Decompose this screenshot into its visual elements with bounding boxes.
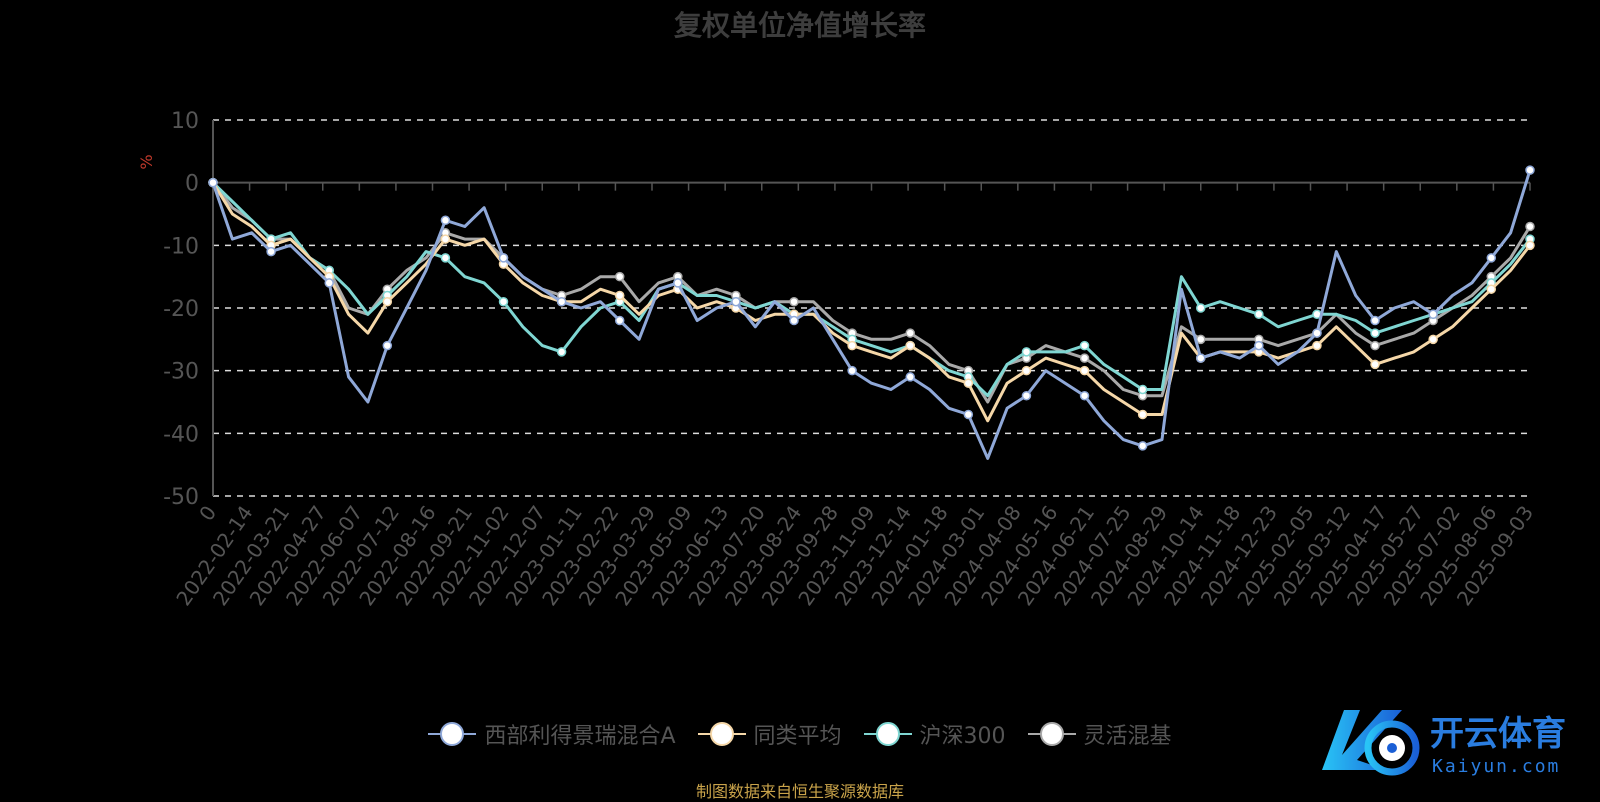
data-point [556,347,567,357]
y-axis-label: % [137,154,156,169]
data-point [1428,334,1438,345]
legend: 西部利得景瑞混合A 同类平均 沪深300 灵活混基 [0,718,1600,750]
data-point [1021,347,1032,357]
data-point [1196,334,1206,345]
legend-marker [863,722,912,746]
logo-subtext: Kaiyun.com [1432,756,1561,777]
y-tick-label: -20 [163,297,199,322]
data-point [1196,303,1206,313]
data-point [1370,359,1380,370]
data-point [1137,384,1148,395]
series-2 [208,177,1535,398]
data-point [498,253,509,263]
y-tick-label: -10 [163,234,199,259]
data-point [614,315,625,326]
y-tick-label: -30 [163,360,199,385]
data-point [1370,315,1380,326]
y-tick-label: -50 [163,485,199,510]
legend-label: 灵活混基 [1083,724,1172,749]
legend-marker [697,722,746,746]
x-axis-ticks: 02022-02-142022-03-212022-04-272022-06-0… [171,182,1538,610]
data-point [440,234,451,244]
series-line [211,181,1532,404]
data-point [905,372,915,382]
kaiyun-logo [1322,710,1420,776]
data-point [440,253,451,263]
data-point [614,290,625,301]
data-point [266,246,276,257]
data-point [1312,340,1322,351]
data-point [1137,409,1148,420]
series-line [211,169,1532,460]
chart-title: 复权单位净值增长率 [673,9,926,42]
data-point [382,340,393,351]
data-point [1079,365,1090,376]
data-point [847,340,857,351]
logo-text: 开云体育 [1430,714,1566,754]
data-point [905,328,915,338]
data-point [1525,240,1535,251]
series-3 [208,177,1535,404]
data-point [1370,328,1380,338]
data-point [1079,353,1090,363]
data-point [1021,365,1032,376]
data-point [789,296,799,307]
data-point [1196,353,1206,363]
data-point [905,340,915,351]
data-point [963,409,974,420]
data-point [440,215,451,226]
data-point [1079,390,1090,401]
data-point [1370,340,1380,351]
legend-label: 西部利得景瑞混合A [484,724,676,749]
data-point [1254,309,1264,320]
legend-item[interactable]: 沪深300 [863,718,1006,750]
y-tick-label: 0 [185,172,199,197]
gridlines [213,119,1530,497]
data-point [382,296,393,307]
legend-label: 同类平均 [753,724,842,749]
data-point [1486,284,1497,294]
legend-marker [428,722,477,746]
y-tick-label: 10 [171,109,199,134]
y-axis-ticks: 10 0 -10 -20 -30 -40 -50 [163,109,199,510]
legend-item[interactable]: 灵活混基 [1027,718,1172,750]
source-note: 制图数据来自恒生聚源数据库 [695,782,904,801]
data-point [1525,221,1535,232]
data-point [1428,309,1438,320]
x-tick-label: 0 [194,501,221,525]
data-point [324,278,334,288]
line-chart: 10 0 -10 -20 -30 -40 -50 02022-02-142022-03-21… [137,109,1538,610]
legend-item[interactable]: 西部利得景瑞混合A [428,718,676,750]
data-point [1525,165,1535,175]
data-point [1079,340,1090,351]
data-point [1254,340,1264,351]
data-point [963,378,974,388]
data-point [614,271,625,282]
data-point [789,315,799,326]
legend-item[interactable]: 同类平均 [697,718,842,750]
series-lines [208,165,1535,460]
data-point [556,296,567,307]
data-point [731,296,741,307]
series-line [211,181,1532,398]
data-point [208,177,218,188]
data-point [1486,253,1497,263]
data-point [1312,328,1322,338]
legend-label: 沪深300 [919,724,1006,749]
legend-marker [1027,722,1076,746]
data-point [1137,441,1148,451]
data-point [673,278,683,288]
data-point [498,296,509,307]
data-point [847,365,857,376]
series-0 [208,165,1535,460]
y-tick-label: -40 [163,422,199,447]
data-point [1021,390,1032,401]
